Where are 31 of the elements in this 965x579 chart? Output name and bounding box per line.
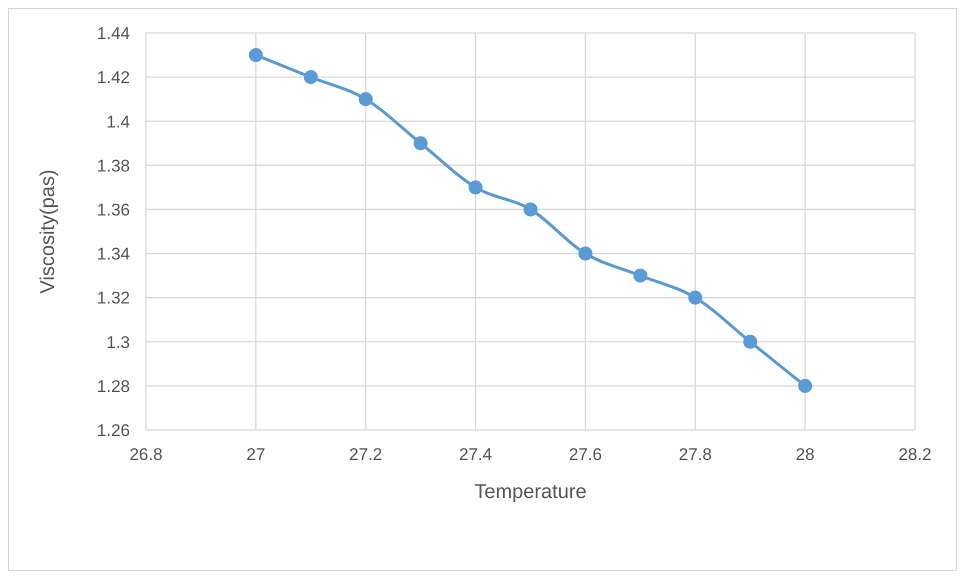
- point: [743, 334, 758, 349]
- x-axis-title: Temperature: [474, 481, 587, 503]
- x-tick-label: 28.2: [898, 445, 932, 464]
- point: [633, 268, 648, 283]
- point: [358, 92, 373, 106]
- x-tick-label: 26.8: [129, 445, 163, 464]
- x-tick-label: 27.2: [349, 445, 382, 464]
- y-tick-label: 1.4: [106, 112, 130, 132]
- point: [248, 48, 263, 62]
- point: [688, 290, 702, 305]
- point: [524, 202, 538, 216]
- x-tick-label: 27.4: [459, 445, 492, 464]
- y-tick-label: 1.42: [96, 68, 130, 88]
- point: [578, 246, 592, 261]
- point: [414, 136, 428, 150]
- y-tick-label: 1.3: [106, 332, 130, 352]
- x-tick-label: 27.8: [678, 445, 712, 464]
- y-tick-label: 1.26: [96, 421, 130, 440]
- x-tick-label: 27.6: [568, 445, 602, 464]
- y-axis-title: Viscosity(pas): [37, 169, 60, 294]
- y-tick-label: 1.44: [96, 24, 130, 44]
- y-tick-label: 1.38: [96, 156, 130, 176]
- point: [304, 70, 318, 84]
- x-tick-label: 28: [796, 445, 815, 464]
- y-tick-label: 1.34: [96, 244, 130, 264]
- y-tick-label: 1.36: [96, 200, 130, 220]
- point: [798, 378, 812, 393]
- y-tick-label: 1.28: [96, 376, 130, 396]
- y-tick-label: 1.32: [96, 288, 130, 308]
- x-tick-label: 27: [246, 445, 266, 464]
- point: [468, 180, 483, 194]
